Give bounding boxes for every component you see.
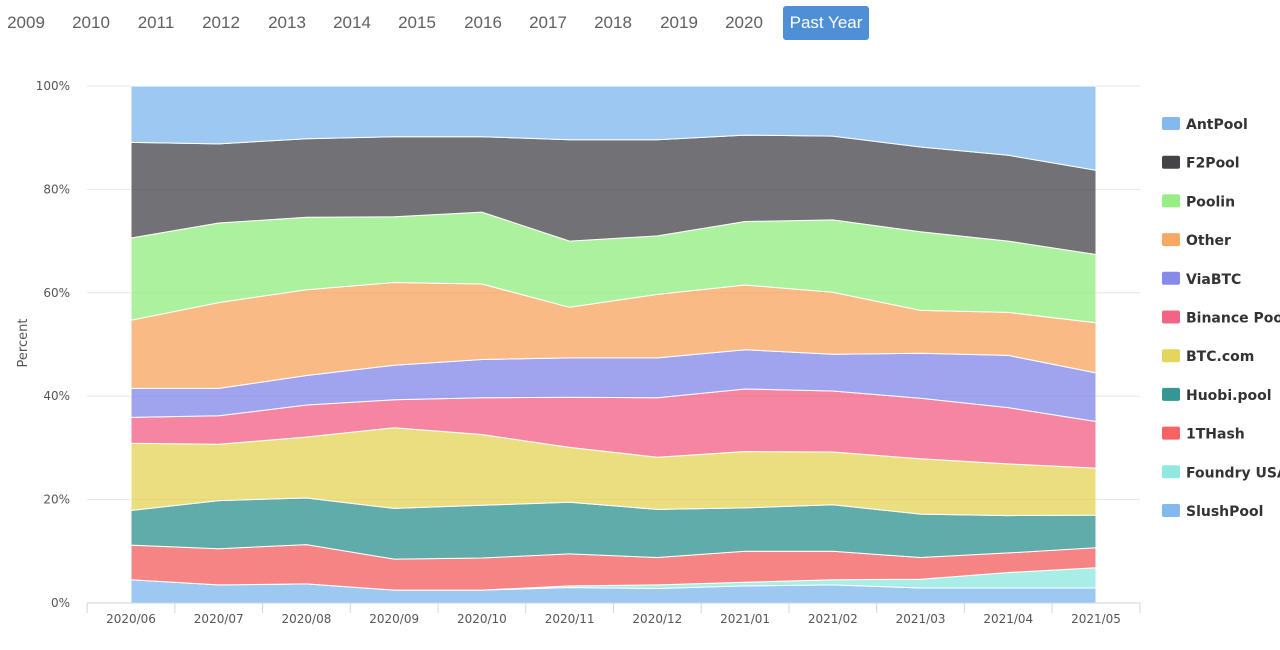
y-tick-label: 0% bbox=[51, 596, 70, 610]
x-tick-label: 2021/03 bbox=[896, 612, 946, 626]
legend-swatch bbox=[1162, 233, 1180, 247]
y-axis-title: Percent bbox=[16, 319, 31, 368]
legend-swatch bbox=[1162, 271, 1180, 285]
legend-swatch bbox=[1162, 194, 1180, 208]
legend-label: Binance Pool bbox=[1186, 311, 1280, 327]
x-tick-label: 2021/05 bbox=[1071, 612, 1121, 626]
y-tick-label: 80% bbox=[43, 182, 70, 196]
year-tab-2010[interactable]: 2010 bbox=[72, 13, 110, 32]
x-tick-label: 2020/11 bbox=[545, 612, 595, 626]
legend: AntPool F2Pool Poolin Other ViaBTC Binance Po… bbox=[1162, 117, 1280, 520]
legend-swatch bbox=[1162, 117, 1180, 130]
x-tick-label: 2020/09 bbox=[369, 612, 419, 626]
year-tab-2015[interactable]: 2015 bbox=[398, 13, 436, 32]
year-tab-2017[interactable]: 2017 bbox=[529, 13, 567, 32]
legend-swatch bbox=[1162, 387, 1180, 401]
legend-label: Foundry USA bbox=[1186, 465, 1280, 481]
legend-label: Huobi.pool bbox=[1186, 388, 1272, 404]
legend-label: Other bbox=[1186, 233, 1231, 249]
legend-swatch bbox=[1162, 465, 1180, 479]
x-tick-label: 2020/12 bbox=[632, 612, 682, 626]
legend-swatch bbox=[1162, 504, 1180, 517]
legend-item-slushpool[interactable]: SlushPool bbox=[1162, 504, 1263, 520]
legend-swatch bbox=[1162, 310, 1180, 324]
y-tick-label: 100% bbox=[36, 79, 70, 93]
legend-item-poolin[interactable]: Poolin bbox=[1162, 194, 1235, 210]
y-tick-label: 20% bbox=[43, 493, 70, 507]
x-tick-label: 2020/10 bbox=[457, 612, 507, 626]
y-axis: 0% 20% 40% 60% 80% 100% bbox=[36, 79, 70, 610]
year-tab-2009[interactable]: 2009 bbox=[7, 13, 45, 32]
year-tab-2012[interactable]: 2012 bbox=[202, 13, 240, 32]
legend-label: SlushPool bbox=[1186, 504, 1263, 520]
legend-item-btc-com[interactable]: BTC.com bbox=[1162, 349, 1254, 365]
x-tick-label: 2020/08 bbox=[282, 612, 332, 626]
year-tab-2018[interactable]: 2018 bbox=[594, 13, 632, 32]
legend-label: 1THash bbox=[1186, 427, 1245, 443]
x-tick-label: 2021/01 bbox=[720, 612, 770, 626]
legend-label: F2Pool bbox=[1186, 156, 1240, 172]
legend-label: AntPool bbox=[1186, 117, 1248, 133]
legend-item-foundry-usa[interactable]: Foundry USA bbox=[1162, 465, 1280, 481]
legend-swatch bbox=[1162, 155, 1180, 169]
legend-item-1thash[interactable]: 1THash bbox=[1162, 426, 1245, 443]
area-series-antpool[interactable] bbox=[130, 85, 1097, 171]
year-tab-2013[interactable]: 2013 bbox=[268, 13, 306, 32]
x-axis: 2020/06 2020/07 2020/08 2020/09 2020/10 2020/… bbox=[86, 602, 1141, 626]
legend-swatch bbox=[1162, 349, 1180, 363]
area-series-group bbox=[130, 85, 1097, 604]
legend-label: ViaBTC bbox=[1186, 272, 1241, 288]
legend-item-binance-pool[interactable]: Binance Pool bbox=[1162, 310, 1280, 327]
x-tick-label: 2021/04 bbox=[983, 612, 1033, 626]
legend-item-other[interactable]: Other bbox=[1162, 233, 1231, 249]
legend-label: Poolin bbox=[1186, 194, 1235, 210]
x-tick-label: 2020/07 bbox=[194, 612, 244, 626]
legend-item-huobi-pool[interactable]: Huobi.pool bbox=[1162, 387, 1272, 404]
x-tick-label: 2020/06 bbox=[106, 612, 156, 626]
y-tick-label: 60% bbox=[43, 286, 70, 300]
year-tab-2019[interactable]: 2019 bbox=[660, 13, 698, 32]
year-tab-2020[interactable]: 2020 bbox=[725, 13, 763, 32]
year-tab-2016[interactable]: 2016 bbox=[464, 13, 502, 32]
legend-item-antpool[interactable]: AntPool bbox=[1162, 117, 1248, 133]
legend-label: BTC.com bbox=[1186, 349, 1254, 365]
legend-item-f2pool[interactable]: F2Pool bbox=[1162, 155, 1240, 172]
year-tab-2011[interactable]: 2011 bbox=[137, 13, 175, 32]
x-tick-label: 2021/02 bbox=[808, 612, 858, 626]
year-tab-past-year[interactable]: Past Year bbox=[783, 6, 869, 40]
legend-swatch bbox=[1162, 426, 1180, 440]
legend-item-viabtc[interactable]: ViaBTC bbox=[1162, 271, 1241, 288]
year-tab-2014[interactable]: 2014 bbox=[333, 13, 371, 32]
y-tick-label: 40% bbox=[43, 389, 70, 403]
